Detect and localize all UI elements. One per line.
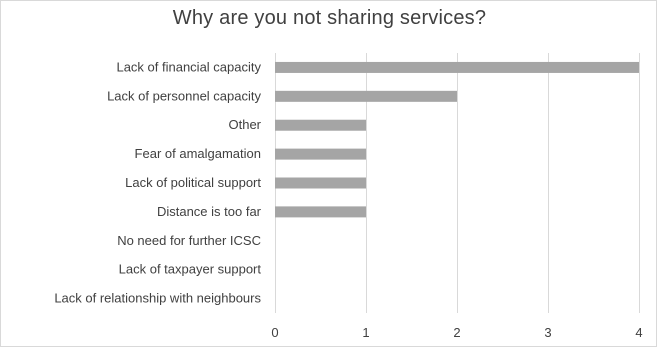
category-label-8: Lack of relationship with neighbours xyxy=(54,291,261,306)
bar-3 xyxy=(275,148,366,160)
bar-4 xyxy=(275,177,366,189)
category-label-5: Distance is too far xyxy=(157,204,262,219)
chart-title: Why are you not sharing services? xyxy=(172,7,487,29)
bar-1 xyxy=(275,90,457,102)
category-labels: Lack of financial capacity Lack of person… xyxy=(54,59,261,305)
bar-0 xyxy=(275,61,639,73)
category-label-0: Lack of financial capacity xyxy=(116,59,261,74)
category-label-7: Lack of taxpayer support xyxy=(119,262,262,277)
bar-5 xyxy=(275,206,366,218)
x-tick-label-3: 3 xyxy=(544,325,551,340)
bars xyxy=(275,61,639,218)
category-label-4: Lack of political support xyxy=(125,175,261,190)
x-tick-label-1: 1 xyxy=(362,325,369,340)
category-label-6: No need for further ICSC xyxy=(117,233,261,248)
category-label-2: Other xyxy=(228,117,261,132)
category-label-1: Lack of personnel capacity xyxy=(107,88,261,103)
bar-2 xyxy=(275,119,366,131)
x-tick-label-0: 0 xyxy=(271,325,278,340)
x-tick-label-4: 4 xyxy=(635,325,642,340)
x-axis-ticks: 0 1 2 3 4 xyxy=(271,325,642,340)
x-tick-label-2: 2 xyxy=(453,325,460,340)
category-label-3: Fear of amalgamation xyxy=(135,146,261,161)
